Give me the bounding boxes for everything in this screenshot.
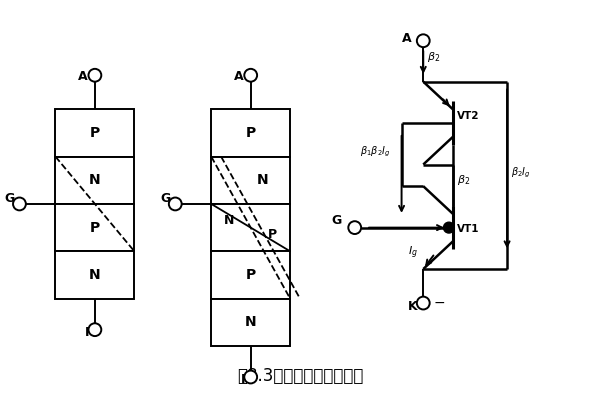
Text: K: K [407,300,417,314]
Text: A: A [78,70,88,83]
Text: $I_g$: $I_g$ [409,245,418,261]
Text: N: N [245,315,257,329]
Text: VT1: VT1 [457,224,479,234]
Text: G: G [160,192,170,205]
Text: P: P [268,228,277,241]
Circle shape [244,370,257,384]
Text: −: − [433,296,445,310]
Bar [55,157,134,204]
Bar [211,251,290,299]
Bar [211,157,290,204]
Circle shape [88,323,101,336]
Text: A: A [234,70,244,83]
Text: P: P [90,221,100,235]
Text: VT2: VT2 [457,111,479,121]
Text: G: G [4,192,14,205]
Circle shape [169,198,182,210]
Text: A +: A + [401,32,426,45]
Text: K: K [241,374,251,386]
Circle shape [417,34,430,47]
Text: N: N [257,173,268,187]
Text: $\beta_2 I_g$: $\beta_2 I_g$ [511,166,531,180]
Text: N: N [89,268,101,282]
Bar [55,251,134,299]
Text: P: P [90,126,100,140]
Text: $\beta_1\beta_2 I_g$: $\beta_1\beta_2 I_g$ [360,145,391,160]
Bar [211,299,290,346]
Text: 图8.3晶闸管的工作原理图: 图8.3晶闸管的工作原理图 [237,366,363,384]
Text: $\beta_2$: $\beta_2$ [457,173,470,187]
Text: N: N [223,214,234,227]
Text: P: P [245,268,256,282]
Circle shape [349,221,361,234]
Text: G: G [332,214,342,227]
Bar [211,109,290,157]
Circle shape [417,297,430,310]
Circle shape [244,69,257,82]
Text: P: P [245,126,256,140]
Bar [55,204,134,251]
Circle shape [13,198,26,210]
Circle shape [443,222,454,233]
Text: K: K [85,326,95,339]
Text: $\beta_2$: $\beta_2$ [427,50,440,64]
Circle shape [88,69,101,82]
Text: N: N [89,173,101,187]
Bar [211,204,290,251]
Bar [55,109,134,157]
